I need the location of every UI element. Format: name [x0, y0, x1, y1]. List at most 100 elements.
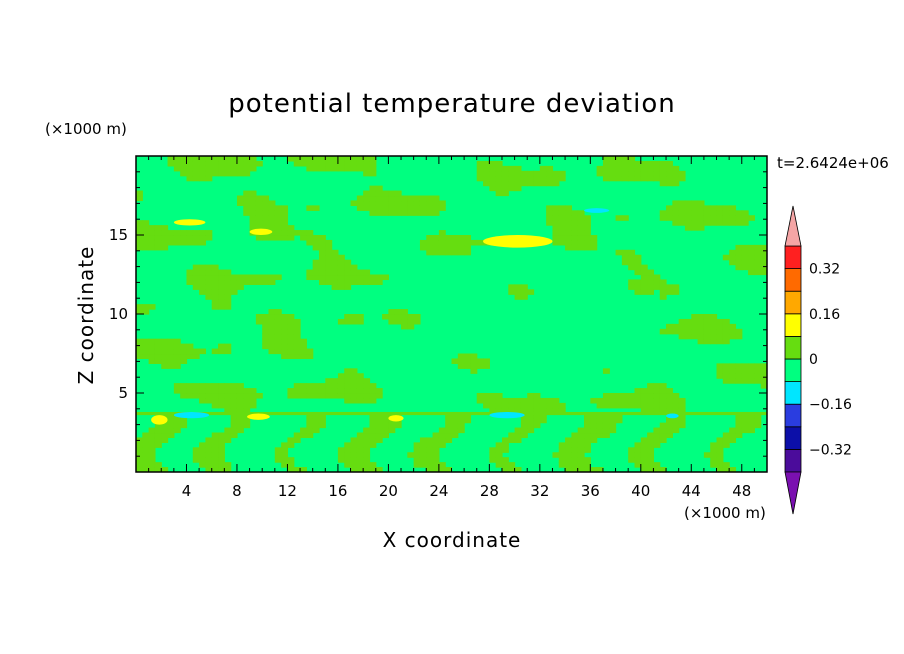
field-cell	[306, 427, 314, 434]
field-cell	[741, 427, 749, 434]
field-cell	[501, 462, 509, 468]
field-cell	[501, 407, 509, 414]
field-cell	[716, 442, 724, 448]
field-cell	[375, 467, 383, 472]
field-cell	[180, 165, 188, 172]
field-cell	[401, 210, 408, 216]
field-cell	[413, 210, 421, 216]
field-cell	[710, 338, 718, 345]
field-cell	[262, 200, 270, 206]
field-cell	[703, 314, 711, 320]
field-cell	[741, 249, 749, 256]
field-cell	[205, 269, 213, 276]
cyan-patch	[666, 413, 679, 419]
field-cell	[224, 165, 232, 172]
field-cell	[388, 210, 396, 216]
field-cell	[287, 230, 295, 236]
field-cell	[672, 180, 680, 187]
field-cell	[470, 368, 478, 374]
field-cell	[647, 432, 655, 439]
field-cell	[293, 156, 301, 162]
field-cell	[527, 417, 535, 424]
field-cell	[218, 388, 225, 394]
field-cell	[236, 388, 244, 394]
field-cell	[741, 264, 749, 271]
field-cell	[350, 397, 358, 404]
field-cell	[369, 462, 377, 468]
field-cell	[666, 180, 673, 187]
field-cell	[445, 412, 453, 419]
field-cell	[647, 383, 655, 389]
field-cell	[501, 190, 509, 197]
field-cell	[527, 412, 535, 419]
field-cell	[394, 205, 402, 211]
field-cell	[192, 279, 200, 285]
field-cell	[199, 239, 207, 246]
field-cell	[173, 338, 181, 345]
x-tick-label: 4	[182, 482, 192, 500]
field-cell	[413, 442, 421, 448]
field-cell	[760, 363, 767, 369]
field-cell	[287, 235, 295, 241]
field-cell	[426, 244, 434, 251]
field-cell	[666, 407, 673, 414]
field-cell	[741, 220, 749, 226]
field-cell	[666, 393, 673, 399]
x-tick-label: 44	[682, 482, 701, 500]
field-cell	[306, 388, 314, 394]
field-cell	[716, 215, 724, 221]
field-cell	[268, 225, 276, 231]
field-cell	[514, 397, 522, 404]
field-cell	[287, 225, 295, 231]
field-cell	[672, 165, 680, 172]
field-cell	[407, 323, 415, 330]
field-cell	[331, 264, 339, 271]
field-cell	[451, 422, 459, 429]
field-cell	[224, 402, 232, 409]
field-cell	[173, 427, 181, 434]
field-cell	[697, 210, 705, 216]
field-cell	[356, 160, 364, 167]
field-cell	[659, 160, 667, 167]
field-cell	[142, 220, 150, 226]
field-cell	[401, 195, 408, 202]
field-cell	[590, 417, 598, 424]
field-cell	[363, 165, 371, 172]
field-cell	[312, 393, 320, 399]
x-axis-label: X coordinate	[383, 528, 522, 552]
field-cell	[249, 402, 257, 409]
field-cell	[318, 259, 326, 266]
field-cell	[741, 373, 749, 379]
field-cell	[697, 205, 705, 211]
field-cell	[735, 373, 743, 379]
field-cell	[451, 235, 459, 241]
field-cell	[647, 274, 655, 281]
field-cell	[691, 210, 699, 216]
field-cell	[268, 333, 276, 340]
field-cell	[659, 422, 667, 429]
field-cell	[281, 328, 289, 335]
field-cell	[312, 269, 320, 276]
field-cell	[318, 235, 326, 241]
field-cell	[293, 338, 301, 345]
field-cell	[659, 402, 667, 409]
field-cell	[363, 200, 371, 206]
field-cell	[615, 156, 623, 162]
field-cell	[501, 175, 509, 182]
field-cell	[565, 220, 572, 226]
field-cell	[356, 442, 364, 448]
field-cell	[539, 170, 547, 177]
field-cell	[401, 200, 408, 206]
field-cell	[628, 447, 636, 453]
field-cell	[230, 284, 238, 290]
field-cell	[154, 442, 162, 448]
field-cell	[356, 437, 364, 443]
x-tick-label: 12	[278, 482, 297, 500]
field-cell	[192, 447, 200, 453]
field-cell	[748, 269, 755, 276]
field-cell	[590, 432, 598, 439]
field-cell	[634, 160, 642, 167]
field-cell	[136, 452, 143, 458]
field-cell	[729, 205, 737, 211]
field-cell	[489, 447, 497, 453]
